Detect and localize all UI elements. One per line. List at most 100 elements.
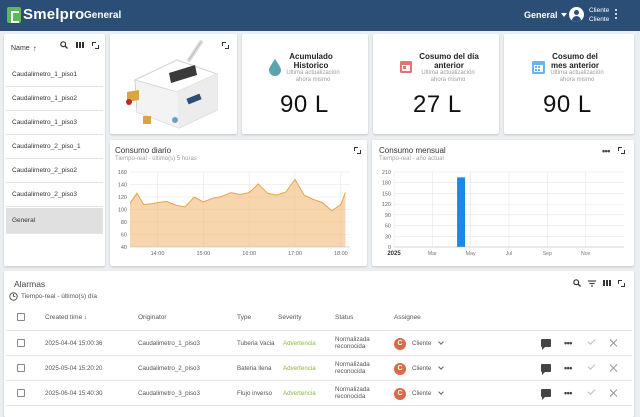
- user-name-line2: Cliente: [589, 16, 610, 23]
- calendar-month-cell: [538, 66, 540, 68]
- fullscreen-icon[interactable]: [618, 280, 625, 287]
- water-drop-shape: [269, 59, 281, 76]
- clear-close-icon[interactable]: [609, 364, 617, 372]
- name-column-header[interactable]: Name ↑: [11, 44, 37, 53]
- column-header-status[interactable]: Status: [335, 314, 354, 321]
- water-meter-image: [126, 40, 219, 129]
- dashboard-state-label: General: [524, 10, 558, 20]
- x-tick-label: Jul: [506, 251, 513, 257]
- dashboard-title: General: [84, 10, 122, 21]
- alarm-status-line1: Normalizada: [335, 336, 370, 343]
- column-header-severity[interactable]: Severity: [278, 314, 302, 321]
- y-tick-label: 160: [118, 170, 127, 176]
- assignee-avatar: C: [394, 363, 406, 375]
- calendar-month-grid: [534, 65, 543, 72]
- column-header-assignee[interactable]: Assignee: [394, 314, 421, 321]
- stat-updated-label: Ultima actualización: [286, 70, 340, 76]
- y-tick-label: 180: [382, 181, 391, 187]
- filter-icon[interactable]: [588, 280, 596, 287]
- assignee-name[interactable]: Cliente: [412, 390, 432, 397]
- row-checkbox[interactable]: [17, 339, 25, 347]
- row-divider: [6, 405, 632, 406]
- x-tick-label: May: [466, 251, 476, 257]
- assignee-name[interactable]: Cliente: [412, 340, 432, 347]
- y-tick-label: 120: [382, 202, 391, 208]
- alarm-status-line1: Normalizada: [335, 386, 370, 393]
- sidebar-item-caudalimetro-2-piso2[interactable]: Caudalimetro_2_piso2: [6, 159, 103, 183]
- x-tick-label: 17:00: [288, 251, 302, 257]
- search-icon[interactable]: [573, 279, 581, 287]
- fullscreen-icon[interactable]: [222, 42, 229, 49]
- fullscreen-icon[interactable]: [92, 41, 99, 49]
- y-tick-label: 60: [121, 233, 127, 239]
- comment-icon[interactable]: [541, 389, 551, 400]
- row-checkbox[interactable]: [17, 364, 25, 372]
- sidebar-item-general[interactable]: General: [6, 208, 103, 234]
- x-tick-label: Sep: [543, 251, 552, 257]
- chevron-down-icon: [560, 13, 567, 17]
- arrow-up-icon: ↑: [32, 44, 37, 53]
- chart-subtitle: Tiempo-real - último(s) 5 horas: [115, 156, 197, 162]
- comment-icon[interactable]: [541, 339, 551, 350]
- y-tick-label: 30: [385, 234, 391, 240]
- app-logo[interactable]: Smelpro: [7, 6, 84, 23]
- dashboard-state-select[interactable]: General: [524, 10, 567, 20]
- monthly-consumption-chart: 0 30 60 90 120 150 180 210 2025 Mar May Jul Sep Nov: [382, 170, 624, 257]
- row-checkbox[interactable]: [17, 389, 25, 397]
- assignee-avatar: C: [394, 338, 406, 350]
- fullscreen-icon[interactable]: [354, 147, 361, 154]
- sidebar-item-caudalimetro-1-piso3[interactable]: Caudalimetro_1_piso3: [6, 111, 103, 135]
- more-horiz-icon[interactable]: •••: [564, 388, 572, 398]
- column-header-originator[interactable]: Originator: [138, 314, 167, 321]
- alarm-originator: Caudalimetro_3_piso3: [138, 390, 200, 397]
- y-tick-label: 60: [385, 224, 391, 230]
- user-name-line1: Cliente: [589, 7, 610, 14]
- x-tick-label: 14:00: [151, 251, 165, 257]
- sidebar-item-caudalimetro-1-piso1[interactable]: Caudalimetro_1_piso1: [6, 63, 103, 87]
- stat-updated-label: Ultima actualización: [550, 70, 604, 76]
- columns-icon[interactable]: [76, 41, 84, 49]
- more-horiz-icon[interactable]: •••: [602, 146, 610, 156]
- alarms-card: [4, 271, 634, 417]
- calendar-month-cell: [535, 66, 537, 68]
- comment-icon[interactable]: [541, 364, 551, 375]
- more-horiz-icon[interactable]: •••: [564, 338, 572, 348]
- column-header-created-time[interactable]: Created time ↓: [45, 314, 87, 321]
- more-vert-icon[interactable]: [615, 9, 618, 21]
- sidebar-item-caudalimetro-2-piso-1[interactable]: Caudalimetro_2_piso_1: [6, 135, 103, 159]
- chart-subtitle: Tiempo-real - año actual: [379, 156, 444, 162]
- x-tick-label: 16:00: [242, 251, 256, 257]
- calendar-icon: [400, 61, 412, 73]
- monthly-consumption-card: [372, 140, 634, 266]
- stat-card-mes-anterior: [504, 34, 634, 134]
- row-divider: [6, 380, 632, 381]
- clear-close-icon[interactable]: [609, 389, 617, 397]
- clear-close-icon[interactable]: [609, 339, 617, 347]
- user-avatar-icon[interactable]: [569, 7, 584, 22]
- x-tick-label: 18:00: [334, 251, 348, 257]
- chart-title: Consumo mensual: [379, 146, 446, 155]
- fullscreen-icon[interactable]: [618, 147, 625, 154]
- assignee-name[interactable]: Cliente: [412, 365, 432, 372]
- more-horiz-icon[interactable]: •••: [564, 363, 572, 373]
- columns-icon[interactable]: [603, 279, 611, 287]
- calendar-month-cell: [538, 69, 540, 71]
- calendar-month-cell: [535, 69, 537, 71]
- alarms-title: Alarmas: [14, 279, 46, 289]
- y-tick-label: 150: [382, 191, 391, 197]
- sidebar-item-caudalimetro-1-piso2[interactable]: Caudalimetro_1_piso2: [6, 87, 103, 111]
- calendar-month-icon: [532, 61, 545, 74]
- alarm-created-time: 2025-06-04 15:40:30: [45, 390, 103, 397]
- stat-updated-time: ahora mismo: [295, 77, 331, 83]
- assignee-avatar: C: [394, 388, 406, 400]
- alarm-originator: Caudalimetro_2_piso3: [138, 365, 200, 372]
- sidebar-item-caudalimetro-2-piso3[interactable]: Caudalimetro_2_piso3: [6, 183, 103, 207]
- select-all-checkbox[interactable]: [17, 313, 25, 321]
- column-header-type[interactable]: Type: [237, 314, 252, 321]
- search-icon[interactable]: [60, 41, 68, 49]
- logo-icon: [7, 6, 21, 23]
- alarms-timewindow[interactable]: Tiempo-real - último(s) día: [21, 293, 97, 300]
- user-name[interactable]: Cliente Cliente: [589, 6, 609, 24]
- x-tick-label: 2025: [387, 251, 401, 257]
- y-tick-label: 140: [118, 183, 127, 189]
